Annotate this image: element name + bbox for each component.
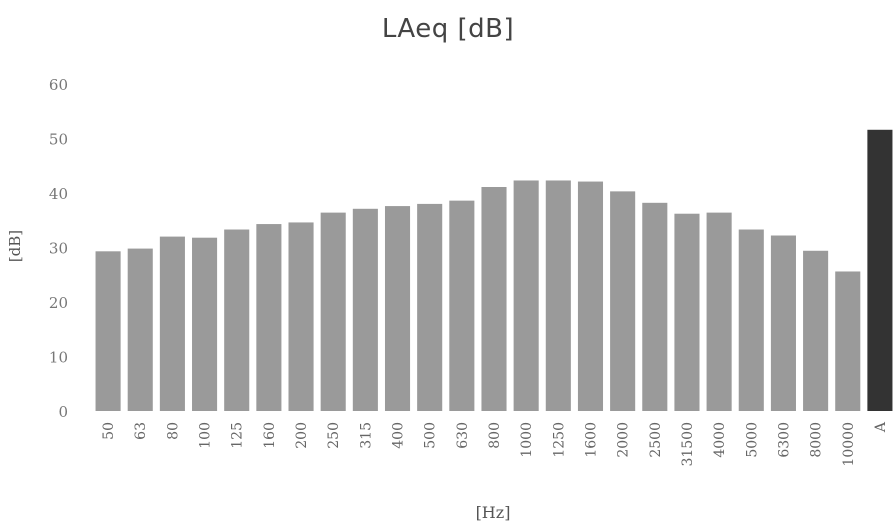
bar-2000 — [610, 191, 636, 411]
bar-125 — [224, 229, 250, 411]
y-tick-label: 40 — [49, 185, 68, 203]
bar-200 — [288, 222, 314, 411]
x-axis-ticks: 50 63 80 100 125 160 200 250 315 400 500 630 800 1000… — [101, 421, 889, 466]
x-tick-label: 800 — [487, 422, 503, 449]
x-tick-label: 8000 — [809, 422, 825, 458]
bar-A — [867, 129, 893, 411]
bar-6300 — [770, 235, 796, 411]
x-tick-label: 100 — [198, 422, 214, 449]
x-tick-label: 50 — [101, 422, 117, 440]
x-tick-label: 250 — [326, 422, 342, 449]
bar-500 — [417, 203, 443, 411]
y-tick-label: 20 — [49, 294, 68, 312]
bars — [95, 129, 893, 411]
bar-1600 — [577, 181, 604, 411]
x-tick-label: 31500 — [680, 422, 696, 467]
bar-50 — [95, 251, 121, 411]
bar-160 — [256, 224, 282, 411]
bar-1000 — [513, 180, 539, 411]
x-tick-label: A — [873, 421, 889, 433]
x-tick-label: 160 — [262, 422, 278, 449]
chart-title: LAeq [dB] — [381, 14, 515, 44]
bar-630 — [449, 200, 475, 411]
x-tick-label: 630 — [455, 422, 471, 449]
bar-31500 — [674, 213, 700, 411]
y-tick-label: 60 — [49, 76, 68, 94]
bar-2500 — [642, 202, 668, 411]
bar-250 — [320, 212, 346, 411]
x-axis-label: [Hz] — [476, 503, 511, 522]
y-tick-label: 50 — [49, 131, 68, 149]
x-tick-label: 6300 — [776, 422, 792, 458]
bar-1250 — [545, 180, 571, 411]
bar-63 — [127, 248, 153, 411]
bar-100 — [192, 237, 218, 411]
bar-5000 — [738, 229, 764, 411]
x-tick-label: 5000 — [744, 422, 760, 458]
x-tick-label: 2500 — [648, 422, 664, 458]
bar-8000 — [803, 250, 829, 411]
y-axis-label: [dB] — [6, 230, 24, 262]
x-tick-label: 1250 — [551, 422, 567, 458]
bar-10000 — [835, 271, 861, 411]
x-tick-label: 1000 — [519, 422, 535, 458]
bar-4000 — [706, 212, 732, 411]
bar-80 — [159, 236, 185, 411]
x-tick-label: 315 — [358, 422, 374, 449]
x-tick-label: 400 — [391, 422, 407, 449]
x-tick-label: 200 — [294, 422, 310, 449]
x-tick-label: 80 — [165, 422, 181, 440]
bar-315 — [352, 208, 378, 411]
bar-800 — [481, 187, 507, 411]
y-tick-label: 30 — [49, 240, 68, 258]
x-tick-label: 10000 — [841, 422, 857, 467]
x-tick-label: 125 — [230, 422, 246, 449]
x-tick-label: 63 — [133, 422, 149, 440]
bar-400 — [384, 206, 411, 411]
x-tick-label: 1600 — [584, 422, 600, 458]
x-tick-label: 500 — [423, 422, 439, 449]
y-tick-label: 10 — [49, 349, 68, 367]
x-tick-label: 4000 — [712, 422, 728, 458]
y-tick-label: 0 — [58, 403, 68, 421]
x-tick-label: 2000 — [616, 422, 632, 458]
y-axis-ticks: 0 10 20 30 40 50 60 — [49, 76, 68, 421]
